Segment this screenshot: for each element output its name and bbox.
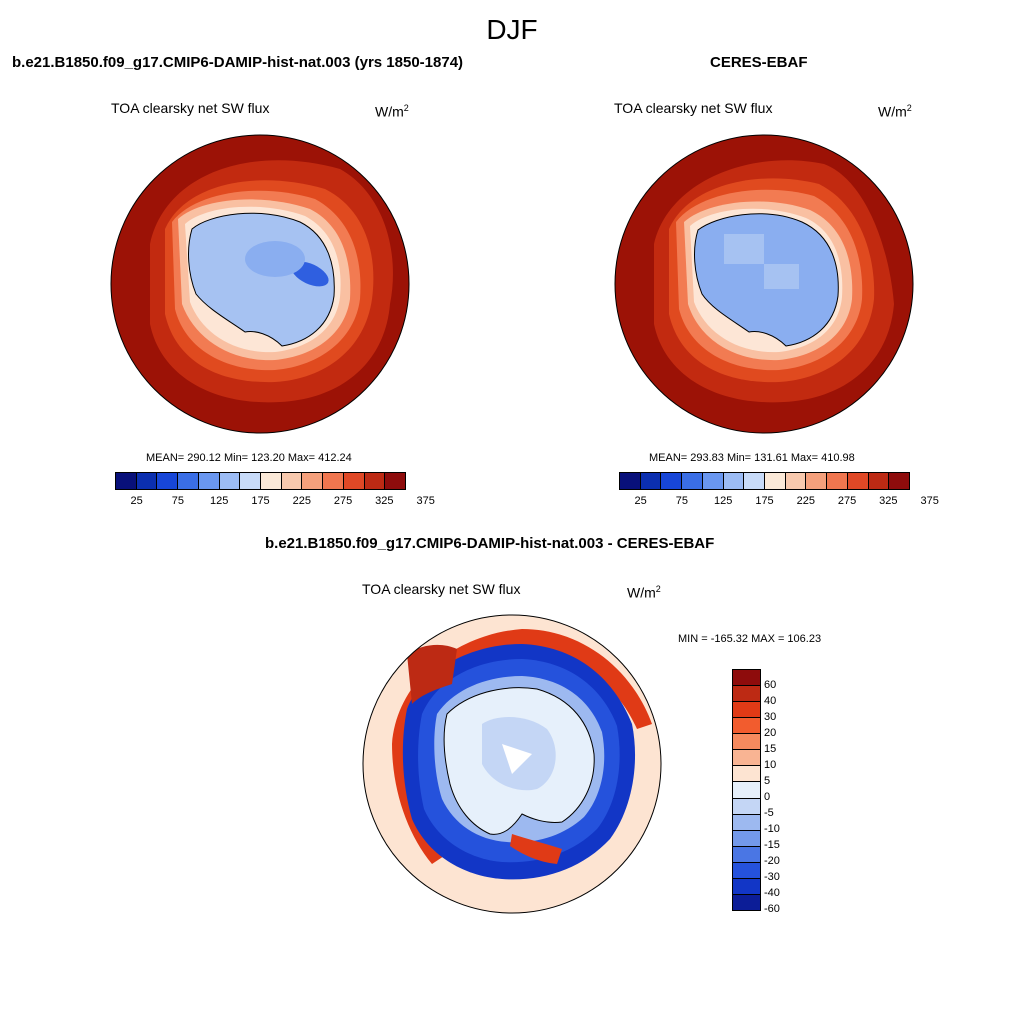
model-units-label: W/m2 <box>375 103 409 120</box>
colorbar-swatch <box>116 473 137 489</box>
colorbar-swatch <box>765 473 786 489</box>
colorbar-tick-label: 75 <box>675 495 689 507</box>
model-panel-title: b.e21.B1850.f09_g17.CMIP6-DAMIP-hist-nat… <box>12 54 464 71</box>
colorbar-tick-label: 325 <box>879 495 898 507</box>
colorbar-swatch <box>733 846 760 863</box>
colorbar-swatch <box>385 473 406 489</box>
colorbar-tick-label: 375 <box>416 495 435 507</box>
diff-colorbar <box>732 669 761 911</box>
colorbar-tick-label: 325 <box>375 495 394 507</box>
colorbar-swatch <box>178 473 199 489</box>
colorbar-tick-label: 225 <box>292 495 311 507</box>
colorbar-swatch <box>219 473 241 489</box>
colorbar-tick-label: 15 <box>764 743 777 755</box>
diff-panel-title: b.e21.B1850.f09_g17.CMIP6-DAMIP-hist-nat… <box>265 535 715 552</box>
colorbar-swatch <box>733 734 760 751</box>
colorbar-swatch <box>281 473 303 489</box>
colorbar-swatch <box>744 473 766 489</box>
colorbar-tick-label: 60 <box>764 679 777 691</box>
colorbar-tick-label: 175 <box>251 495 270 507</box>
colorbar-swatch <box>157 473 179 489</box>
colorbar-swatch <box>733 702 760 719</box>
colorbar-swatch <box>889 473 910 489</box>
colorbar-tick-label: 275 <box>333 495 353 507</box>
obs-units-label: W/m2 <box>878 103 912 120</box>
diff-polar-map <box>362 614 662 914</box>
colorbar-swatch <box>733 814 760 831</box>
colorbar-swatch <box>733 862 760 879</box>
colorbar-swatch <box>733 798 760 815</box>
colorbar-swatch <box>323 473 344 489</box>
colorbar-tick-label: 225 <box>796 495 815 507</box>
colorbar-tick-label: -60 <box>764 903 780 915</box>
colorbar-tick-label: 30 <box>764 711 777 723</box>
colorbar-tick-label: -15 <box>764 839 780 851</box>
colorbar-swatch <box>785 473 807 489</box>
colorbar-tick-label: 125 <box>210 495 229 507</box>
colorbar-tick-label: -5 <box>764 807 774 819</box>
colorbar-tick-label: 175 <box>755 495 774 507</box>
colorbar-swatch <box>198 473 220 489</box>
diff-variable-label: TOA clearsky net SW flux <box>362 581 521 597</box>
diff-minmax-label: MIN = -165.32 MAX = 106.23 <box>678 633 822 645</box>
colorbar-swatch <box>723 473 745 489</box>
colorbar-swatch <box>261 473 282 489</box>
colorbar-swatch <box>661 473 683 489</box>
obs-panel-title: CERES-EBAF <box>710 54 808 71</box>
colorbar-tick-label: -10 <box>764 823 780 835</box>
colorbar-swatch <box>682 473 703 489</box>
obs-colorbar <box>619 472 910 490</box>
colorbar-swatch <box>733 750 760 767</box>
colorbar-swatch <box>847 473 869 489</box>
obs-polar-map <box>614 134 914 434</box>
colorbar-swatch <box>240 473 262 489</box>
colorbar-swatch <box>827 473 848 489</box>
model-colorbar <box>115 472 406 490</box>
colorbar-tick-label: -20 <box>764 855 780 867</box>
colorbar-swatch <box>302 473 324 489</box>
model-polar-map <box>110 134 410 434</box>
colorbar-tick-label: 5 <box>764 775 771 787</box>
colorbar-swatch <box>733 718 760 735</box>
colorbar-tick-label: 275 <box>837 495 857 507</box>
diff-units-label: W/m2 <box>627 584 661 601</box>
colorbar-swatch <box>868 473 890 489</box>
model-stats-label: MEAN= 290.12 Min= 123.20 Max= 412.24 <box>146 452 352 464</box>
page-title: DJF <box>486 14 538 45</box>
obs-variable-label: TOA clearsky net SW flux <box>614 100 773 116</box>
colorbar-swatch <box>733 782 760 799</box>
colorbar-swatch <box>733 686 760 703</box>
colorbar-swatch <box>640 473 662 489</box>
colorbar-swatch <box>620 473 641 489</box>
colorbar-tick-label: 25 <box>130 495 143 507</box>
colorbar-swatch <box>136 473 158 489</box>
colorbar-tick-label: -30 <box>764 871 780 883</box>
colorbar-tick-label: 20 <box>764 727 777 739</box>
colorbar-swatch <box>364 473 386 489</box>
colorbar-swatch <box>733 878 760 895</box>
colorbar-tick-label: 375 <box>920 495 939 507</box>
colorbar-tick-label: 125 <box>714 495 733 507</box>
colorbar-swatch <box>806 473 828 489</box>
colorbar-swatch <box>733 830 760 847</box>
colorbar-swatch <box>733 670 760 687</box>
colorbar-tick-label: 0 <box>764 791 771 803</box>
colorbar-tick-label: 40 <box>764 695 777 707</box>
colorbar-tick-label: 75 <box>171 495 185 507</box>
colorbar-swatch <box>702 473 724 489</box>
colorbar-swatch <box>733 894 760 910</box>
model-variable-label: TOA clearsky net SW flux <box>111 100 270 116</box>
colorbar-tick-label: 10 <box>764 759 777 771</box>
colorbar-swatch <box>343 473 365 489</box>
colorbar-tick-label: 25 <box>634 495 647 507</box>
obs-stats-label: MEAN= 293.83 Min= 131.61 Max= 410.98 <box>649 452 855 464</box>
colorbar-tick-label: -40 <box>764 887 780 899</box>
colorbar-swatch <box>733 766 760 783</box>
